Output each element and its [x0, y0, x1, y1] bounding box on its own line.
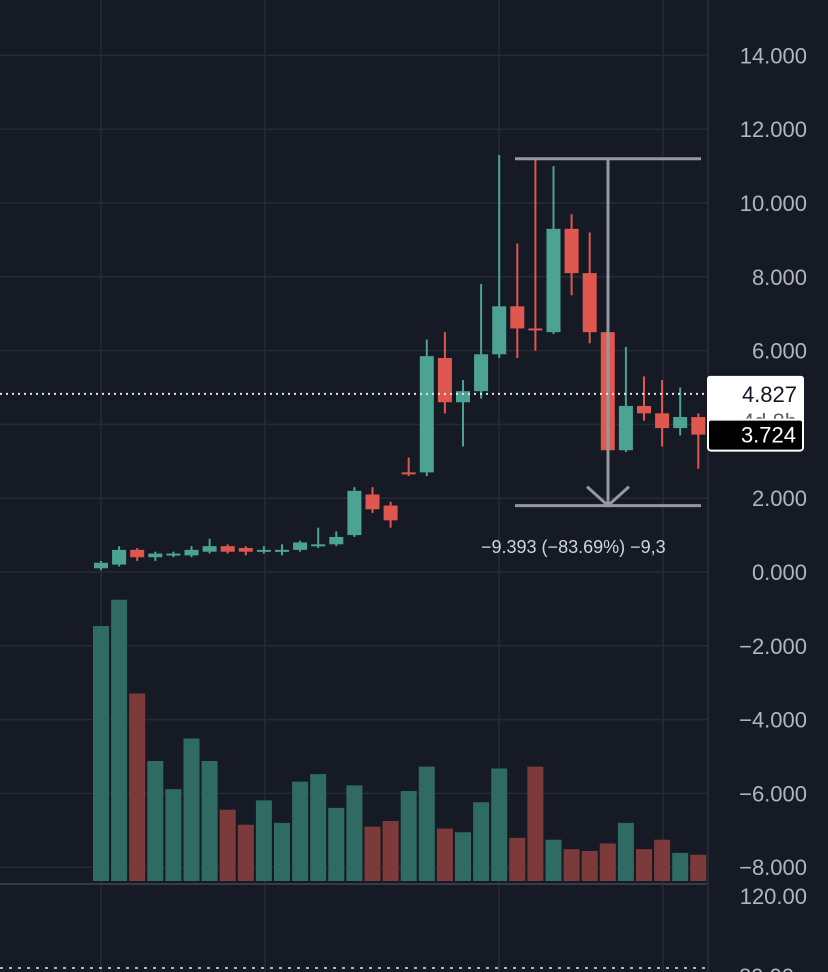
volume-bar — [183, 738, 200, 881]
volume-bar — [382, 821, 399, 881]
lower-pane-tick: 120.00 — [740, 884, 807, 909]
candle-body — [347, 490, 362, 536]
candle-body — [130, 549, 145, 558]
measure-tool[interactable]: −9.393 (−83.69%) −9,3 — [481, 157, 701, 557]
lower-pane-tick: 80.00 — [739, 964, 794, 972]
candle-body — [637, 405, 651, 414]
volume-bar — [328, 807, 345, 881]
last-close-tag — [707, 418, 804, 452]
candle-body — [691, 417, 706, 435]
candle-body — [383, 505, 398, 521]
candle-body — [112, 549, 127, 565]
volume-bar — [527, 766, 544, 881]
candle-body — [564, 228, 579, 274]
volume-bar — [237, 824, 254, 881]
measure-arrow-icon — [585, 485, 631, 508]
volume-bar — [491, 768, 508, 881]
volume-bar — [93, 626, 109, 881]
volume-bar — [400, 791, 417, 881]
volume-bar — [509, 837, 526, 881]
volume-bar — [455, 832, 471, 881]
candle-body — [275, 549, 289, 552]
candle-body — [365, 494, 380, 510]
price-axis-tick: 10.000 — [740, 191, 807, 216]
candle-body — [618, 405, 633, 451]
price-axis-tick: 2.000 — [752, 486, 807, 511]
candle-body — [546, 228, 561, 333]
volume-bar — [617, 822, 634, 881]
volume-bar — [690, 854, 707, 881]
price-axis-tick: −2.000 — [739, 634, 807, 659]
volume-bar — [654, 839, 671, 881]
price-axis[interactable]: 14.000 12.000 10.000 8.000 6.000 2.000 0.000 −2… — [709, 0, 828, 972]
candle-body — [256, 549, 271, 552]
volume-bar — [418, 766, 435, 881]
candle-body — [582, 273, 597, 333]
volume-bar — [581, 851, 598, 881]
last-close-value: 3.724 — [741, 423, 796, 448]
volume-bar — [274, 822, 290, 881]
volume-bar — [129, 693, 146, 881]
candle-body — [202, 546, 217, 552]
candle-body — [184, 549, 199, 556]
price-axis-tick: −6.000 — [739, 781, 807, 806]
candle-body — [166, 553, 181, 556]
candle-body — [94, 562, 108, 569]
volume-bar — [636, 849, 652, 881]
volume-bar — [255, 800, 272, 881]
volume-bar — [364, 826, 381, 881]
candle-body — [456, 391, 470, 403]
price-axis-tick: −8.000 — [739, 855, 807, 880]
volume-bar — [473, 802, 490, 881]
candle-body — [419, 356, 434, 473]
volume-bar — [201, 761, 218, 881]
candle-body — [329, 536, 344, 545]
price-axis-background — [709, 0, 828, 972]
current-price-value: 4.827 — [742, 382, 797, 407]
candle-body — [238, 548, 253, 552]
volume-bar — [219, 809, 236, 881]
volume-bar — [545, 839, 562, 881]
price-axis-tick: 8.000 — [752, 265, 807, 290]
candle-body — [311, 544, 326, 547]
candle-body — [492, 306, 507, 355]
price-axis-tick: 0.000 — [752, 560, 807, 585]
candle-body — [401, 472, 416, 475]
price-tags: 4.8274d 8h3.724 — [0, 375, 804, 452]
candle-body — [510, 306, 525, 329]
candle-body — [148, 553, 163, 558]
candle-body — [655, 413, 670, 429]
volume-bars — [93, 599, 707, 881]
candle-body — [528, 328, 543, 331]
candle-body — [474, 354, 489, 392]
volume-bar — [346, 785, 363, 881]
price-axis-tick: 12.000 — [740, 117, 807, 142]
price-axis-tick: −4.000 — [739, 708, 807, 733]
measure-label: −9.393 (−83.69%) −9,3 — [481, 537, 666, 557]
volume-bar — [147, 761, 164, 881]
candle-body — [220, 546, 235, 552]
volume-bar — [563, 849, 580, 881]
volume-bar — [310, 774, 327, 881]
candle-body — [673, 417, 688, 429]
candle-body — [437, 357, 452, 403]
volume-bar — [111, 599, 128, 881]
candle-body — [293, 542, 308, 550]
volume-bar — [165, 789, 182, 881]
volume-bar — [599, 843, 616, 881]
volume-bar — [292, 781, 309, 881]
volume-bar — [672, 852, 689, 881]
price-axis-tick: 6.000 — [752, 339, 807, 364]
price-axis-tick: 14.000 — [740, 43, 807, 68]
volume-bar — [436, 828, 453, 881]
